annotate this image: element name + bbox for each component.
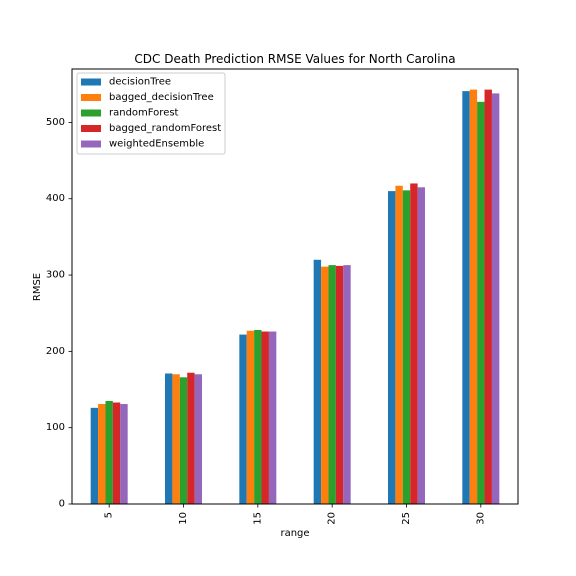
plot-frame xyxy=(71,68,519,505)
bar-decisionTree-20 xyxy=(313,259,322,504)
y-tick-label: 400 xyxy=(46,193,65,204)
bar-bagged_randomForest-30 xyxy=(484,89,492,505)
bar-bagged_randomForest-15 xyxy=(261,331,269,504)
bar-bagged_randomForest-25 xyxy=(410,183,418,504)
bar-decisionTree-15 xyxy=(239,334,247,504)
y-axis-label: RMSE xyxy=(32,273,43,301)
legend-label-weightedEnsemble: weightedEnsemble xyxy=(109,139,204,150)
bar-bagged_decisionTree-20 xyxy=(321,266,329,504)
x-tick-label: 30 xyxy=(475,512,486,525)
bar-bagged_randomForest-20 xyxy=(335,265,344,504)
legend-label-bagged_randomForest: bagged_randomForest xyxy=(109,123,221,134)
bar-bagged_randomForest-5 xyxy=(112,402,121,504)
bar-randomForest-20 xyxy=(328,265,336,504)
bar-weightedEnsemble-20 xyxy=(343,265,351,504)
bar-decisionTree-25 xyxy=(388,191,396,505)
bar-bagged_decisionTree-15 xyxy=(246,330,255,504)
y-tick-label: 500 xyxy=(46,117,65,128)
bar-randomForest-25 xyxy=(402,190,411,504)
bars-layer xyxy=(90,89,500,505)
chart-title: CDC Death Prediction RMSE Values for Nor… xyxy=(134,52,455,66)
x-tick-label: 15 xyxy=(252,512,263,525)
legend-swatch-bagged_decisionTree xyxy=(81,94,101,101)
bar-weightedEnsemble-15 xyxy=(268,331,277,504)
x-tick-label: 5 xyxy=(104,512,115,518)
bar-decisionTree-30 xyxy=(462,91,470,504)
x-tick-label: 20 xyxy=(327,512,338,525)
legend-swatch-bagged_randomForest xyxy=(81,125,101,132)
legend-swatch-weightedEnsemble xyxy=(81,140,101,148)
legend-swatch-randomForest xyxy=(81,109,101,117)
bar-decisionTree-10 xyxy=(165,373,173,504)
bar-weightedEnsemble-25 xyxy=(417,187,425,505)
bar-decisionTree-5 xyxy=(90,407,99,504)
bar-bagged_decisionTree-5 xyxy=(98,404,106,504)
y-axis: 0 100 200 300 400 500 xyxy=(46,117,72,510)
bar-bagged_decisionTree-30 xyxy=(469,89,478,505)
bar-bagged_decisionTree-10 xyxy=(172,374,180,504)
bar-randomForest-15 xyxy=(254,330,262,504)
bar-randomForest-30 xyxy=(477,101,485,504)
x-axis-label: range xyxy=(280,528,309,539)
legend-swatch-decisionTree xyxy=(81,78,101,86)
legend-label-bagged_decisionTree: bagged_decisionTree xyxy=(109,92,214,103)
legend-label-randomForest: randomForest xyxy=(109,108,179,119)
legend-label-decisionTree: decisionTree xyxy=(109,77,171,88)
bar-bagged_randomForest-10 xyxy=(187,372,195,504)
y-tick-label: 100 xyxy=(46,422,65,433)
bar-bagged_decisionTree-25 xyxy=(395,185,403,504)
bar-randomForest-10 xyxy=(179,377,188,504)
x-axis: 5 10 15 20 25 30 xyxy=(104,504,486,525)
bar-randomForest-5 xyxy=(105,400,113,504)
y-tick-label: 0 xyxy=(59,499,65,510)
bar-weightedEnsemble-5 xyxy=(120,404,128,504)
bar-weightedEnsemble-30 xyxy=(491,93,500,505)
legend-box xyxy=(76,72,226,155)
bar-weightedEnsemble-10 xyxy=(194,374,202,504)
y-tick-label: 200 xyxy=(46,346,65,357)
y-tick-label: 300 xyxy=(46,270,65,281)
x-tick-label: 10 xyxy=(178,512,189,525)
legend: decisionTree bagged_decisionTree randomFor… xyxy=(76,72,226,155)
x-tick-label: 25 xyxy=(401,512,412,525)
